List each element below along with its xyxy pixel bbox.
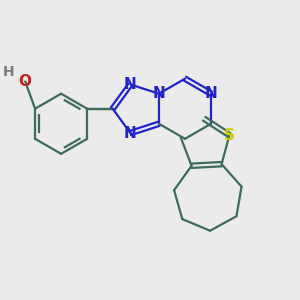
- Text: O: O: [19, 74, 32, 89]
- Text: N: N: [153, 86, 165, 101]
- Text: N: N: [124, 77, 137, 92]
- Text: S: S: [224, 128, 235, 142]
- Text: N: N: [124, 126, 137, 141]
- Text: H: H: [3, 64, 15, 79]
- Text: N: N: [205, 86, 218, 101]
